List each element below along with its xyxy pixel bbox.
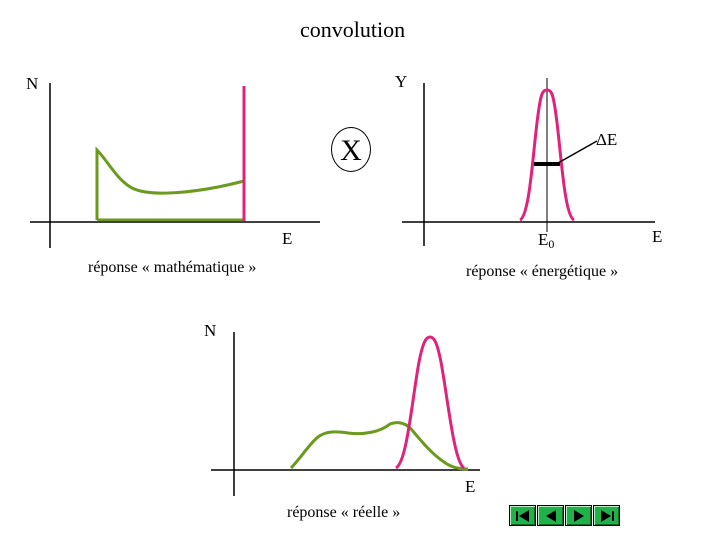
math-response-curve	[95, 146, 245, 220]
tl-x-axis-label: E	[282, 229, 293, 248]
real-response-peak	[394, 335, 466, 470]
last-slide-button[interactable]	[593, 505, 620, 526]
width-marker-pointer	[557, 140, 598, 164]
multiply-symbol: X	[331, 127, 371, 172]
next-icon	[573, 509, 584, 522]
previous-slide-button[interactable]	[537, 505, 564, 526]
delta-e-label: ΔE	[596, 130, 618, 149]
y-label: Y	[395, 72, 408, 91]
page-title: convolution	[300, 17, 406, 42]
bottom-x-axis-label: E	[465, 477, 476, 496]
first-icon	[515, 509, 529, 522]
real-response-curve	[289, 421, 469, 471]
first-slide-button[interactable]	[509, 505, 536, 526]
bottom-y-axis-label: N	[204, 321, 217, 340]
real-response-caption: réponse « réelle »	[287, 504, 401, 521]
tr-x-axis-label: E	[652, 227, 663, 246]
energy-response-caption: réponse « énergétique »	[466, 263, 619, 280]
navigation-bar	[509, 505, 621, 526]
previous-icon	[545, 509, 556, 522]
e0-label-subscript: 0	[548, 237, 555, 251]
energy-response-peak	[518, 88, 576, 222]
last-icon	[600, 509, 614, 522]
math-response-caption: réponse « mathématique »	[88, 259, 257, 276]
next-slide-button[interactable]	[565, 505, 592, 526]
e0-label: E0	[538, 231, 554, 250]
e0-label-main: E	[538, 230, 549, 249]
tl-y-axis-label: N	[26, 74, 39, 93]
